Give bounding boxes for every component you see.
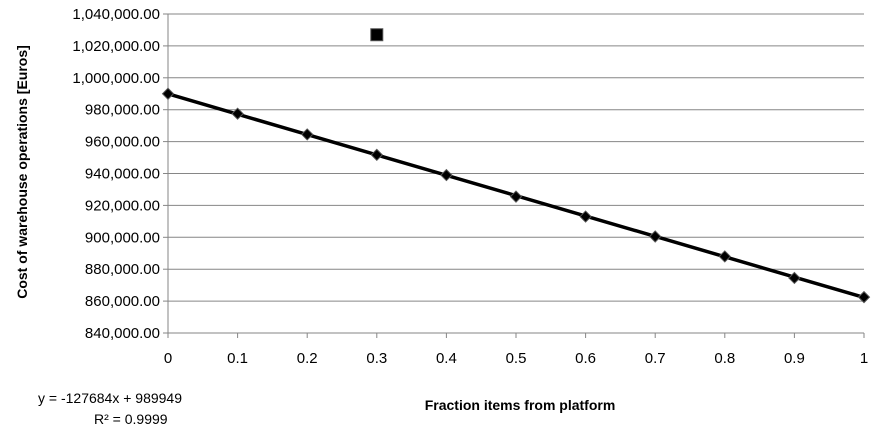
diamond-point xyxy=(648,230,662,243)
y-tick-label: 1,000,000.00 xyxy=(72,70,160,87)
diamond-point xyxy=(370,148,384,162)
diamond-point xyxy=(440,168,453,182)
diamond-point xyxy=(579,210,592,223)
trendline-r-squared: R² = 0.9999 xyxy=(94,411,168,427)
y-tick-label: 880,000.00 xyxy=(85,261,160,278)
x-tick-label: 0.3 xyxy=(366,350,387,367)
diamond-point xyxy=(718,250,732,263)
y-tick-label: 940,000.00 xyxy=(85,166,160,183)
diamond-point xyxy=(300,128,314,141)
y-tick-label: 1,020,000.00 xyxy=(72,38,160,55)
x-tick-label: 0.1 xyxy=(227,350,248,367)
y-tick-labels: 840,000.00 860,000.00 880,000.00 900,000.00… xyxy=(72,6,160,342)
x-tick-label: 0.2 xyxy=(297,350,318,367)
y-tick-label: 900,000.00 xyxy=(85,229,160,246)
x-tick-label: 0.5 xyxy=(506,350,527,367)
x-tick-label: 0.9 xyxy=(784,350,805,367)
trendline-equation: y = -127684x + 989949 xyxy=(38,390,183,406)
x-tick-label: 0.7 xyxy=(645,350,666,367)
x-tick-label: 0.4 xyxy=(436,350,457,367)
y-axis-title: Cost of warehouse operations [Euros] xyxy=(14,45,30,299)
square-point xyxy=(370,28,384,42)
y-tick-label: 1,040,000.00 xyxy=(72,6,160,23)
x-axis-title: Fraction items from platform xyxy=(425,397,616,413)
x-tick-label: 1 xyxy=(860,350,868,367)
y-tick-label: 860,000.00 xyxy=(85,293,160,310)
y-tick-label: 980,000.00 xyxy=(85,102,160,119)
diamond-point xyxy=(509,190,523,203)
y-tick-label: 840,000.00 xyxy=(85,325,160,342)
x-tick-label: 0.8 xyxy=(714,350,735,367)
diamond-point xyxy=(231,107,244,120)
diamond-point xyxy=(857,290,871,304)
diamond-point xyxy=(161,87,175,100)
gridlines xyxy=(163,13,865,338)
data-points xyxy=(161,28,871,304)
x-tick-label: 0 xyxy=(164,350,172,367)
x-tick-labels: 0 0.1 0.2 0.3 0.4 0.5 0.6 0.7 0.8 0.9 1 xyxy=(164,350,868,367)
x-tick-label: 0.6 xyxy=(575,350,596,367)
y-tick-label: 960,000.00 xyxy=(85,134,160,151)
diamond-point xyxy=(788,271,801,285)
y-tick-label: 920,000.00 xyxy=(85,197,160,214)
